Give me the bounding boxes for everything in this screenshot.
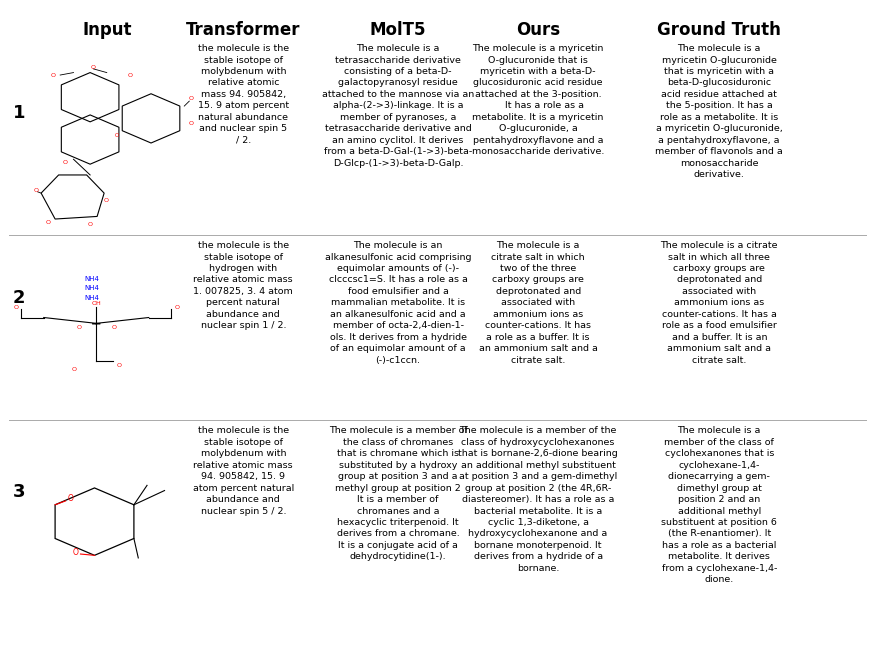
Text: O: O xyxy=(73,548,78,557)
Text: O: O xyxy=(116,363,121,367)
Text: MolT5: MolT5 xyxy=(370,21,426,39)
Text: O: O xyxy=(72,367,76,372)
Text: O: O xyxy=(76,325,81,330)
Text: O: O xyxy=(115,133,119,139)
Text: Input: Input xyxy=(82,21,131,39)
Text: 1: 1 xyxy=(13,104,25,122)
Text: Transformer: Transformer xyxy=(186,21,300,39)
Text: NH4: NH4 xyxy=(84,295,100,301)
Text: O: O xyxy=(62,161,67,165)
Text: O: O xyxy=(111,325,116,330)
Text: O: O xyxy=(91,65,96,70)
Text: The molecule is a citrate
salt in which all three
carboxy groups are
deprotonate: The molecule is a citrate salt in which … xyxy=(661,241,778,365)
Text: O: O xyxy=(88,222,93,227)
Text: The molecule is a member of
the class of chromanes
that is chromane which is
sub: The molecule is a member of the class of… xyxy=(329,426,467,561)
Text: 2: 2 xyxy=(13,289,25,307)
Text: The molecule is a
member of the class of
cyclohexanones that is
cyclohexane-1,4-: The molecule is a member of the class of… xyxy=(662,426,777,584)
Text: NH4: NH4 xyxy=(84,275,100,282)
Text: OH: OH xyxy=(91,301,102,306)
Text: The molecule is a member of the
class of hydroxycyclohexanones
that is bornane-2: The molecule is a member of the class of… xyxy=(458,426,618,573)
Text: O: O xyxy=(51,73,56,78)
Text: The molecule is an
alkanesulfonic acid comprising
equimolar amounts of (-)-
clcc: The molecule is an alkanesulfonic acid c… xyxy=(325,241,472,365)
Text: O: O xyxy=(174,305,179,310)
Text: The molecule is a
tetrasaccharide derivative
consisting of a beta-D-
galactopyra: The molecule is a tetrasaccharide deriva… xyxy=(322,44,474,168)
Text: O: O xyxy=(68,494,74,503)
Text: Ours: Ours xyxy=(516,21,560,39)
Text: NH4: NH4 xyxy=(84,285,100,292)
Text: O: O xyxy=(33,188,38,193)
Text: The molecule is a
citrate salt in which
two of the three
carboxy groups are
depr: The molecule is a citrate salt in which … xyxy=(479,241,598,365)
Text: 3: 3 xyxy=(13,483,25,502)
Text: the molecule is the
stable isotope of
molybdenum with
relative atomic
mass 94. 9: the molecule is the stable isotope of mo… xyxy=(198,44,289,145)
Text: O: O xyxy=(128,73,132,78)
Text: Ground Truth: Ground Truth xyxy=(657,21,781,39)
Text: the molecule is the
stable isotope of
molybdenum with
relative atomic mass
94. 9: the molecule is the stable isotope of mo… xyxy=(192,426,294,516)
Text: O: O xyxy=(188,121,193,126)
Text: the molecule is the
stable isotope of
hydrogen with
relative atomic mass
1. 0078: the molecule is the stable isotope of hy… xyxy=(193,241,293,330)
Text: O: O xyxy=(103,198,108,203)
Text: The molecule is a
myricetin O-glucuronide
that is myricetin with a
beta-D-glucos: The molecule is a myricetin O-glucuronid… xyxy=(655,44,783,179)
Text: O: O xyxy=(46,220,51,226)
Text: O: O xyxy=(188,96,193,101)
Text: O: O xyxy=(13,305,18,310)
Text: The molecule is a myricetin
O-glucuronide that is
myricetin with a beta-D-
gluco: The molecule is a myricetin O-glucuronid… xyxy=(472,44,605,156)
